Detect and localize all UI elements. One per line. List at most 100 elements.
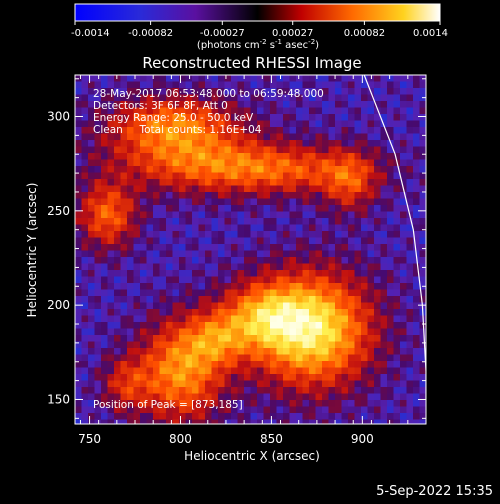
heatmap-cell: [101, 283, 108, 290]
heatmap-cell: [348, 153, 355, 160]
heatmap-cell: [276, 283, 284, 290]
heatmap-cell: [283, 270, 290, 277]
heatmap-cell: [367, 140, 375, 147]
heatmap-cell: [387, 413, 394, 420]
heatmap-cell: [374, 250, 381, 258]
heatmap-cell: [302, 185, 310, 193]
heatmap-cell: [146, 413, 154, 420]
heatmap-cell: [198, 328, 206, 336]
heatmap-cell: [302, 380, 310, 388]
heatmap-cell: [205, 218, 212, 225]
heatmap-cell: [315, 413, 323, 420]
heatmap-cell: [211, 309, 219, 316]
heatmap-cell: [328, 380, 336, 388]
heatmap-cell: [114, 367, 121, 375]
heatmap-cell: [374, 341, 381, 349]
heatmap-cell: [387, 250, 394, 258]
heatmap-cell: [289, 211, 297, 219]
heatmap-cell: [218, 283, 225, 290]
heatmap-cell: [270, 400, 277, 407]
heatmap-cell: [335, 231, 342, 238]
heatmap-cell: [133, 354, 141, 362]
heatmap-cell: [185, 101, 193, 108]
heatmap-cell: [75, 250, 82, 258]
heatmap-cell: [211, 328, 219, 336]
heatmap-cell: [107, 328, 115, 336]
heatmap-cell: [413, 354, 420, 362]
heatmap-cell: [75, 88, 82, 95]
heatmap-cell: [81, 114, 89, 121]
heatmap-cell: [367, 367, 375, 375]
heatmap-cell: [328, 348, 336, 355]
heatmap-cell: [198, 406, 206, 414]
heatmap-cell: [211, 198, 219, 206]
heatmap-cell: [270, 218, 277, 225]
heatmap-cell: [159, 153, 167, 160]
heatmap-cell: [361, 276, 368, 284]
heatmap-cell: [218, 231, 225, 238]
heatmap-cell: [244, 393, 251, 401]
heatmap-cell: [283, 114, 290, 121]
heatmap-cell: [393, 413, 401, 420]
heatmap-cell: [94, 348, 102, 355]
heatmap-cell: [231, 250, 238, 258]
heatmap-cell: [198, 159, 206, 167]
heatmap-cell: [413, 198, 420, 206]
heatmap-cell: [270, 133, 277, 141]
heatmap-cell: [153, 120, 160, 128]
heatmap-cell: [400, 250, 407, 258]
heatmap-cell: [224, 315, 232, 323]
heatmap-cell: [146, 88, 154, 95]
x-tick-label: 750: [78, 432, 101, 446]
heatmap-cell: [198, 393, 206, 401]
heatmap-cell: [114, 75, 121, 82]
heatmap-cell: [335, 159, 342, 167]
heatmap-cell: [250, 231, 258, 238]
heatmap-cell: [289, 257, 297, 264]
heatmap-cell: [166, 309, 173, 316]
heatmap-cell: [166, 374, 173, 381]
heatmap-cell: [218, 315, 225, 323]
heatmap-cell: [367, 198, 375, 206]
heatmap-cell: [179, 94, 186, 102]
heatmap-cell: [354, 237, 362, 245]
heatmap-cell: [309, 380, 316, 388]
heatmap-cell: [380, 75, 388, 82]
heatmap-cell: [94, 374, 102, 381]
heatmap-cell: [146, 127, 154, 134]
heatmap-cell: [341, 400, 349, 407]
heatmap-cell: [374, 270, 381, 277]
heatmap-cell: [237, 146, 245, 154]
heatmap-cell: [309, 192, 316, 199]
heatmap-cell: [101, 81, 108, 89]
heatmap-cell: [413, 393, 420, 401]
heatmap-cell: [257, 413, 264, 420]
heatmap-cell: [270, 393, 277, 401]
heatmap-cell: [335, 322, 342, 329]
heatmap-cell: [283, 153, 290, 160]
heatmap-cell: [419, 354, 426, 362]
heatmap-cell: [140, 127, 147, 134]
heatmap-cell: [153, 263, 160, 271]
heatmap-cell: [406, 250, 414, 258]
heatmap-cell: [348, 88, 355, 95]
heatmap-cell: [283, 361, 290, 368]
heatmap-cell: [244, 419, 251, 424]
heatmap-cell: [348, 296, 355, 303]
heatmap-cell: [361, 283, 368, 290]
heatmap-cell: [406, 419, 414, 424]
heatmap-cell: [387, 419, 394, 424]
heatmap-cell: [185, 380, 193, 388]
heatmap-cell: [179, 159, 186, 167]
heatmap-cell: [179, 413, 186, 420]
heatmap-cell: [400, 127, 407, 134]
heatmap-cell: [218, 218, 225, 225]
heatmap-cell: [348, 107, 355, 115]
heatmap-cell: [244, 263, 251, 271]
heatmap-cell: [328, 354, 336, 362]
heatmap-cell: [88, 107, 95, 115]
heatmap-cell: [101, 127, 108, 134]
heatmap-cell: [153, 270, 160, 277]
heatmap-cell: [88, 315, 95, 323]
heatmap-cell: [198, 270, 206, 277]
